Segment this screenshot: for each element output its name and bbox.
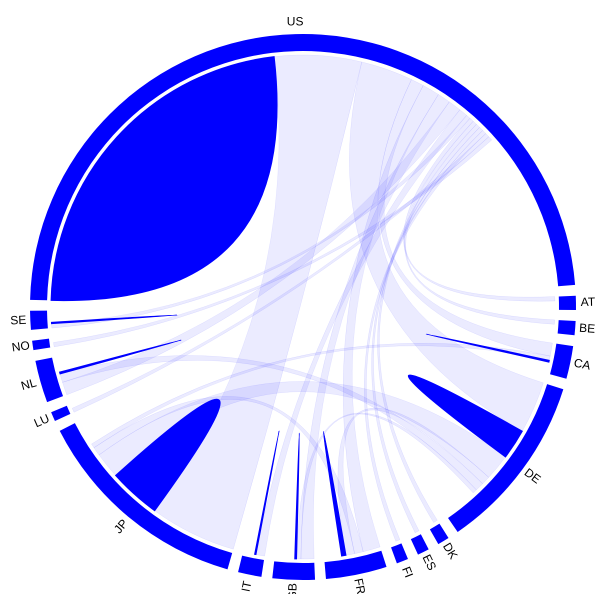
chord xyxy=(50,56,278,301)
chord xyxy=(255,109,468,557)
group-label: AT xyxy=(581,295,595,309)
group-arc xyxy=(272,561,316,580)
chord xyxy=(114,398,221,512)
chord xyxy=(58,339,182,375)
chord xyxy=(300,94,450,560)
chord xyxy=(53,136,493,348)
chord xyxy=(294,432,300,560)
group-label: ES xyxy=(420,552,440,573)
group-label: FI xyxy=(399,565,416,580)
group-arc xyxy=(35,357,64,403)
group-arc xyxy=(59,423,233,570)
chord xyxy=(378,79,553,357)
chord xyxy=(349,61,544,432)
chord xyxy=(154,54,363,550)
group-arc xyxy=(32,338,51,351)
group-arc xyxy=(391,543,408,564)
chord xyxy=(71,133,490,413)
group-arc xyxy=(410,534,429,555)
chord xyxy=(342,85,439,553)
group-label: JP xyxy=(111,516,131,536)
group-label: CA xyxy=(573,356,592,373)
chord xyxy=(377,123,480,523)
chord xyxy=(404,120,555,325)
group-label: SE xyxy=(10,313,27,328)
group-label: US xyxy=(287,14,304,28)
chord xyxy=(51,115,471,329)
group-label: DE xyxy=(522,465,544,486)
group-arc xyxy=(238,555,264,577)
group-label: DK xyxy=(440,540,461,561)
group-arc xyxy=(429,523,449,545)
group-label: FR xyxy=(351,577,368,594)
group-label: NO xyxy=(11,338,31,354)
chord xyxy=(322,431,347,557)
group-arc xyxy=(550,343,574,379)
chord xyxy=(407,374,523,458)
chord xyxy=(59,355,484,491)
group-label: LU xyxy=(32,411,52,430)
chord xyxy=(337,407,490,556)
chord xyxy=(98,381,506,478)
group-arc xyxy=(557,320,576,336)
chord xyxy=(364,130,487,542)
group-arc xyxy=(51,405,71,422)
chord xyxy=(91,342,551,449)
chord xyxy=(371,126,484,534)
chord xyxy=(425,333,550,363)
chord xyxy=(254,430,280,556)
group-arc xyxy=(30,310,48,330)
group-arc xyxy=(448,384,564,532)
group-arc xyxy=(324,550,387,580)
chord xyxy=(62,101,461,396)
group-label: IT xyxy=(239,579,255,593)
chord xyxy=(50,314,178,325)
group-label: GB xyxy=(285,583,300,594)
chord xyxy=(93,396,364,554)
group-label: BE xyxy=(579,321,595,336)
group-label: NL xyxy=(19,375,38,393)
chord xyxy=(403,117,556,302)
group-arc xyxy=(558,295,576,311)
